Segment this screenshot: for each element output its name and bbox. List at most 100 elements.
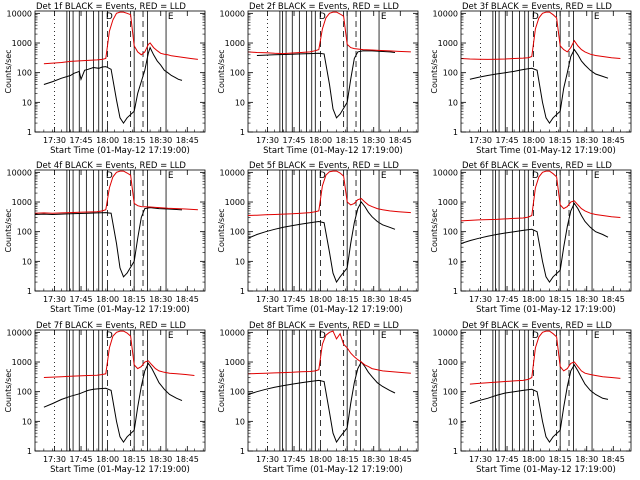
x-tick-label: 18:15	[549, 136, 572, 145]
x-tick-label: 18:00	[522, 136, 545, 145]
x-tick-label: 17:30	[256, 455, 279, 464]
y-tick-label: 10000	[433, 328, 458, 337]
panel-title: Det 5f BLACK = Events, RED = LLD	[249, 161, 399, 171]
y-tick-label: 1	[453, 128, 458, 137]
y-tick-label: 100	[230, 228, 245, 237]
y-tick-label: 1000	[12, 358, 32, 367]
y-tick-label: 100	[230, 388, 245, 397]
y-tick-label: 10	[22, 417, 32, 426]
x-tick-label: 18:30	[362, 295, 385, 304]
x-tick-label: 18:00	[309, 455, 332, 464]
x-tick-label: 17:30	[469, 455, 492, 464]
series-line-events	[248, 361, 396, 444]
marker-label: D	[106, 331, 113, 341]
x-axis-label: Start Time (01-May-12 17:19:00)	[263, 305, 403, 315]
plot-frame	[460, 169, 632, 292]
y-tick-label: 10000	[220, 9, 245, 18]
series-line-events	[43, 46, 183, 124]
x-axis-label: Start Time (01-May-12 17:19:00)	[263, 465, 403, 475]
y-tick-label: 10	[448, 417, 458, 426]
y-tick-label: 1000	[12, 198, 32, 207]
y-axis-label: Counts/sec	[430, 208, 439, 252]
panel-title: Det 4f BLACK = Events, RED = LLD	[36, 161, 186, 171]
x-axis-label: Start Time (01-May-12 17:19:00)	[476, 146, 616, 156]
panel-title: Det 8f BLACK = Events, RED = LLD	[249, 321, 399, 331]
series-line-lld	[469, 330, 621, 385]
marker-lines	[480, 11, 593, 132]
y-tick-label: 10	[22, 98, 32, 107]
marker-label: E	[594, 331, 600, 341]
y-axis-label: Counts/sec	[217, 368, 226, 412]
x-axis-label: Start Time (01-May-12 17:19:00)	[50, 465, 190, 475]
x-tick-label: 17:30	[256, 295, 279, 304]
y-tick-label: 1000	[225, 198, 245, 207]
x-tick-label: 18:00	[96, 295, 119, 304]
series-line-events	[469, 48, 609, 124]
marker-label: D	[319, 12, 326, 22]
y-tick-label: 10000	[7, 168, 32, 177]
marker-label: E	[168, 12, 174, 22]
y-tick-label: 1000	[12, 39, 32, 48]
x-tick-label: 18:30	[149, 136, 172, 145]
y-tick-label: 100	[443, 228, 458, 237]
marker-lines	[54, 170, 167, 291]
x-tick-label: 18:00	[96, 455, 119, 464]
y-tick-label: 100	[17, 69, 32, 78]
x-tick-label: 17:30	[469, 295, 492, 304]
marker-label: D	[532, 12, 539, 22]
marker-label: D	[532, 171, 539, 181]
series-group	[461, 11, 621, 124]
x-tick-label: 18:15	[549, 455, 572, 464]
marker-label: E	[168, 171, 174, 181]
x-tick-label: 18:45	[602, 136, 625, 145]
x-tick-label: 17:45	[70, 136, 93, 145]
series-group	[461, 170, 621, 283]
x-tick-label: 18:45	[176, 295, 199, 304]
y-tick-label: 1	[240, 447, 245, 456]
panel-title: Det 2f BLACK = Events, RED = LLD	[249, 2, 399, 12]
marker-label: D	[106, 12, 113, 22]
x-tick-label: 18:45	[176, 455, 199, 464]
y-axis-label: Counts/sec	[4, 208, 13, 252]
x-tick-label: 18:15	[336, 455, 359, 464]
x-tick-label: 17:45	[283, 136, 306, 145]
x-tick-label: 18:45	[176, 136, 199, 145]
y-tick-label: 10000	[433, 9, 458, 18]
plot-frame	[460, 329, 632, 452]
series-line-events	[256, 50, 396, 119]
marker-lines	[480, 330, 593, 451]
x-tick-label: 17:45	[70, 295, 93, 304]
y-tick-label: 10000	[220, 168, 245, 177]
series-line-lld	[248, 330, 411, 375]
y-tick-label: 1000	[225, 39, 245, 48]
y-tick-label: 10000	[220, 328, 245, 337]
x-tick-label: 18:00	[522, 455, 545, 464]
marker-lines	[54, 11, 167, 132]
y-tick-label: 10	[448, 98, 458, 107]
y-tick-label: 1	[27, 128, 32, 137]
marker-lines	[267, 11, 380, 132]
x-tick-label: 18:00	[522, 295, 545, 304]
y-tick-label: 1	[27, 447, 32, 456]
plot-frame	[460, 10, 632, 133]
series-group	[248, 11, 411, 119]
y-tick-label: 100	[443, 388, 458, 397]
y-tick-label: 1000	[438, 39, 458, 48]
x-tick-label: 17:30	[43, 295, 66, 304]
x-tick-label: 18:30	[149, 295, 172, 304]
x-tick-label: 18:30	[362, 136, 385, 145]
marker-label: E	[168, 331, 174, 341]
marker-label: D	[319, 331, 326, 341]
marker-label: D	[106, 171, 113, 181]
x-tick-label: 18:15	[123, 455, 146, 464]
series-line-events	[461, 202, 609, 283]
series-line-events	[469, 363, 609, 443]
y-axis-label: Counts/sec	[217, 208, 226, 252]
x-tick-label: 17:30	[43, 455, 66, 464]
y-tick-label: 1	[453, 447, 458, 456]
panel-title: Det 6f BLACK = Events, RED = LLD	[462, 161, 612, 171]
panel-title: Det 1f BLACK = Events, RED = LLD	[36, 2, 186, 12]
